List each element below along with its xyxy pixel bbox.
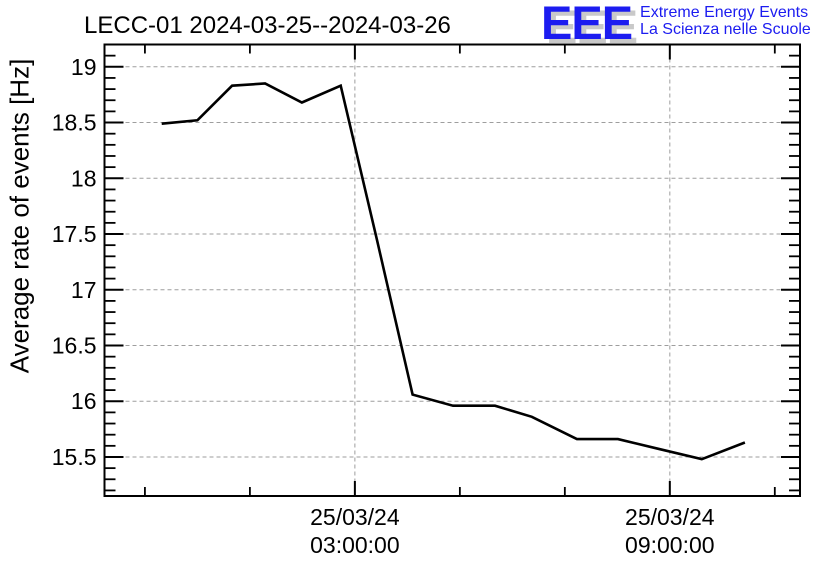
plot-frame [103, 43, 801, 497]
y-tick-label: 18 [71, 165, 97, 191]
data-series-line [161, 82, 746, 461]
y-tick-label: 15.5 [52, 444, 97, 470]
y-tick-label: 16.5 [52, 333, 97, 359]
eee-logo-acronym: EEE [541, 0, 633, 49]
y-tick-label: 17 [71, 277, 97, 303]
eee-logo-subtitle-line2: La Scienza nelle Scuole [640, 21, 811, 38]
chart-title: LECC-01 2024-03-25--2024-03-26 [84, 12, 451, 39]
eee-logo-subtitle-line1: Extreme Energy Events [640, 4, 809, 21]
y-tick-label: 18.5 [52, 110, 97, 136]
x-tick-label-date: 25/03/24 [625, 504, 715, 530]
eee-logo-subtitle: Extreme Energy Events La Scienza nelle S… [640, 4, 811, 38]
eee-logo: EEE Extreme Energy Events La Scienza nel… [541, 0, 811, 49]
y-tick-label: 16 [71, 388, 97, 414]
x-tick-label-time: 09:00:00 [625, 532, 715, 558]
y-axis-title: Average rate of events [Hz] [4, 58, 35, 374]
y-tick-label: 17.5 [52, 221, 97, 247]
x-tick-label-time: 03:00:00 [310, 532, 400, 558]
x-tick-label-date: 25/03/24 [310, 504, 400, 530]
y-tick-label: 19 [71, 54, 97, 80]
